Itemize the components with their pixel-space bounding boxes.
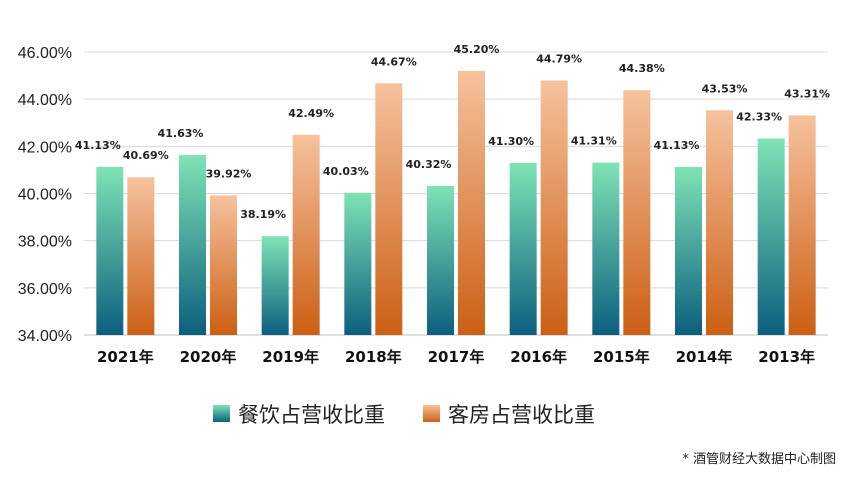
data-label: 42.33%	[736, 111, 782, 124]
bar-rooms	[292, 134, 320, 335]
x-tick-label: 2020年	[180, 348, 237, 366]
bar-rooms	[127, 177, 155, 335]
y-tick-label: 46.00%	[18, 45, 72, 62]
y-tick-label: 44.00%	[18, 92, 72, 109]
y-tick-label: 34.00%	[18, 328, 72, 345]
data-label: 43.31%	[784, 87, 830, 100]
y-tick-label: 38.00%	[18, 234, 72, 251]
bar-rooms	[623, 90, 651, 335]
data-label: 43.53%	[702, 82, 748, 95]
y-tick-label: 42.00%	[18, 139, 72, 156]
x-tick-label: 2013年	[758, 348, 815, 366]
bar-dining	[179, 155, 206, 335]
legend-swatch	[213, 405, 230, 422]
bar-rooms	[706, 110, 733, 336]
bar-dining	[675, 166, 702, 335]
bars	[96, 70, 816, 336]
bar-dining	[96, 166, 124, 335]
data-label: 40.69%	[123, 149, 169, 162]
bar-rooms	[375, 83, 403, 335]
y-tick-label: 40.00%	[18, 187, 72, 204]
data-label: 44.79%	[536, 53, 582, 66]
bar-dining	[261, 236, 289, 335]
x-tick-label: 2014年	[676, 348, 733, 366]
data-label: 40.32%	[406, 158, 452, 171]
bar-rooms	[210, 195, 237, 335]
y-tick-label: 36.00%	[18, 281, 72, 298]
bar-rooms	[540, 80, 568, 336]
data-label: 45.20%	[454, 43, 500, 56]
x-axis-ticks: 2021年 2020年 2019年 2018年 2017年 2016年 2015年 2014年…	[97, 348, 815, 366]
data-labels: 41.13%40.69%41.63%39.92%38.19%42.49%40.0…	[75, 43, 830, 221]
data-label: 42.49%	[288, 107, 334, 120]
x-tick-label: 2016年	[510, 348, 567, 366]
bar-dining	[344, 192, 372, 335]
data-label: 41.30%	[488, 135, 534, 148]
legend-swatch	[423, 405, 440, 422]
bar-rooms	[788, 115, 816, 335]
legend-label: 客房占营收比重	[448, 403, 595, 427]
x-tick-label: 2018年	[345, 348, 402, 366]
bar-dining	[757, 138, 785, 335]
data-label: 39.92%	[206, 167, 252, 180]
data-label: 41.13%	[654, 139, 700, 152]
data-label: 38.19%	[240, 208, 286, 221]
legend-label: 餐饮占营收比重	[238, 403, 385, 427]
y-axis-ticks: 34.00% 36.00% 38.00% 40.00% 42.00% 44.00% 46.0…	[18, 45, 72, 345]
bar-dining	[509, 162, 537, 335]
data-label: 44.38%	[619, 62, 665, 75]
x-tick-label: 2015年	[593, 348, 650, 366]
data-label: 41.31%	[571, 135, 617, 148]
legend: 餐饮占营收比重 客房占营收比重	[213, 403, 595, 427]
x-tick-label: 2017年	[428, 348, 485, 366]
data-label: 41.13%	[75, 139, 121, 152]
x-tick-label: 2019年	[262, 348, 319, 366]
x-tick-label: 2021年	[97, 348, 154, 366]
data-label: 44.67%	[371, 55, 417, 68]
source-note: * 酒管财经大数据中心制图	[682, 452, 836, 467]
bar-rooms	[458, 70, 485, 335]
data-label: 41.63%	[158, 127, 204, 140]
bar-dining	[427, 185, 454, 335]
bar-dining	[592, 162, 620, 335]
data-label: 40.03%	[323, 165, 369, 178]
gridlines	[84, 51, 828, 336]
